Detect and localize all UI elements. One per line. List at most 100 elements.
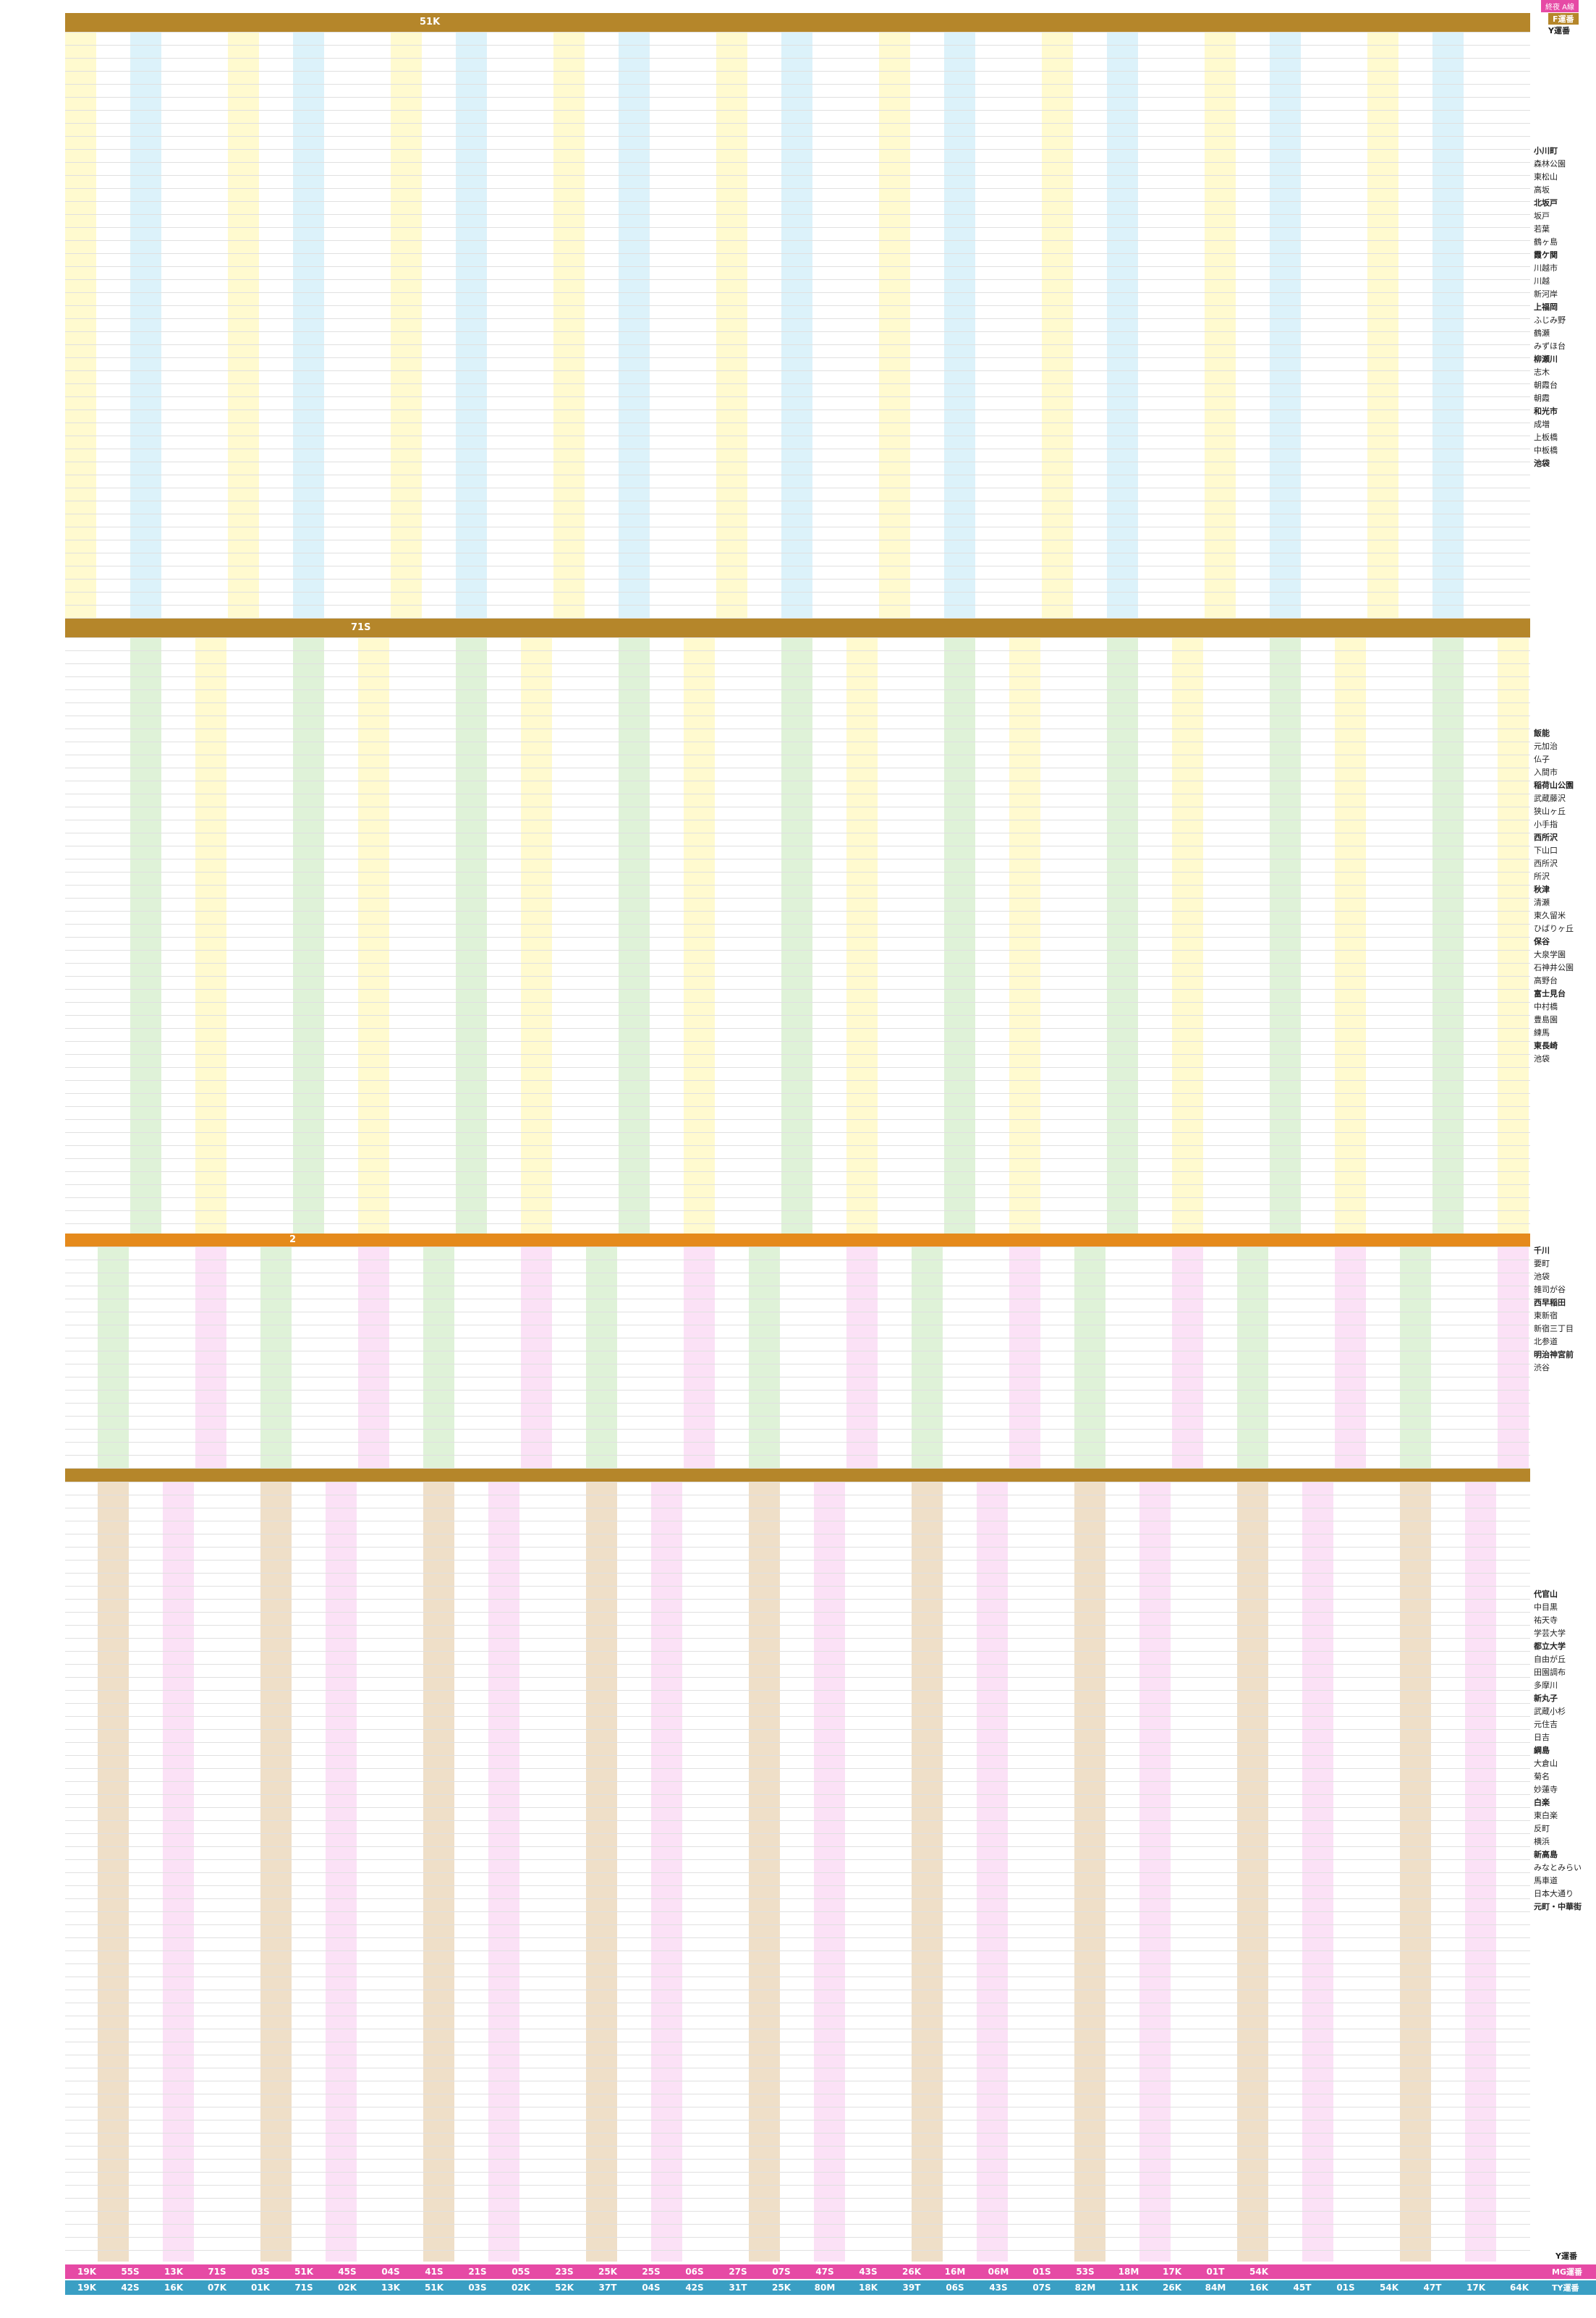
- footer-tag: 42S: [685, 2283, 704, 2293]
- row-divider: [65, 71, 1530, 72]
- row-divider: [65, 240, 1530, 241]
- station-name: 大泉学園: [1534, 950, 1566, 959]
- train-column-highlight: [521, 637, 552, 1234]
- station-name: 自由が丘: [1534, 1655, 1566, 1664]
- station-name: 坂戸: [1534, 211, 1550, 221]
- row-divider: [65, 1468, 1530, 1469]
- train-column-highlight: [358, 637, 389, 1234]
- station-name: ひばりヶ丘: [1534, 924, 1574, 933]
- station-name: 清瀬: [1534, 898, 1550, 907]
- footer-right-bottom2: TY運番: [1552, 2283, 1579, 2293]
- row-divider: [65, 963, 1530, 964]
- row-divider: [65, 1586, 1530, 1587]
- row-divider: [65, 976, 1530, 977]
- row-divider: [65, 266, 1530, 267]
- row-divider: [65, 2250, 1530, 2251]
- row-divider: [65, 872, 1530, 873]
- train-column-highlight: [1335, 1247, 1366, 1469]
- row-divider: [65, 357, 1530, 358]
- footer-tag: 27S: [729, 2267, 747, 2277]
- row-divider: [65, 1625, 1530, 1626]
- row-divider: [65, 989, 1530, 990]
- train-column-highlight: [195, 637, 226, 1234]
- train-column-highlight: [293, 32, 324, 619]
- station-name: 川越: [1534, 276, 1550, 286]
- train-column-highlight: [1139, 1482, 1171, 2262]
- station-name: 東白楽: [1534, 1811, 1558, 1820]
- footer-tag: 19K: [77, 2267, 96, 2277]
- footer-tag: 16M: [944, 2267, 966, 2277]
- station-name: 所沢: [1534, 872, 1550, 881]
- train-column-highlight: [65, 32, 96, 619]
- row-divider: [65, 1171, 1530, 1172]
- row-divider: [65, 318, 1530, 319]
- footer-tag: 25S: [642, 2267, 661, 2277]
- footer-tag: 01S: [1032, 2267, 1051, 2277]
- station-name: 中板橋: [1534, 446, 1558, 455]
- row-divider: [65, 409, 1530, 410]
- train-column-highlight: [977, 1482, 1008, 2262]
- train-column-highlight: [1367, 32, 1398, 619]
- row-divider: [65, 1560, 1530, 1561]
- row-divider: [65, 2172, 1530, 2173]
- footer-tag: 54K: [1380, 2283, 1398, 2293]
- train-column-highlight: [1400, 1247, 1431, 1469]
- footer-tag: 23S: [555, 2267, 574, 2277]
- footer-tag: 43S: [859, 2267, 878, 2277]
- section-band-1: 51K: [65, 13, 1530, 32]
- train-column-highlight: [814, 1482, 845, 2262]
- row-divider: [65, 1158, 1530, 1159]
- row-divider: [65, 1859, 1530, 1860]
- row-divider: [65, 1820, 1530, 1821]
- row-divider: [65, 663, 1530, 664]
- station-name: 千川: [1534, 1246, 1550, 1255]
- station-name: 馬車道: [1534, 1876, 1558, 1885]
- row-divider: [65, 1106, 1530, 1107]
- train-column-highlight: [1009, 637, 1040, 1234]
- footer-tag: 52K: [555, 2283, 574, 2293]
- row-divider: [65, 1093, 1530, 1094]
- row-divider: [65, 1807, 1530, 1808]
- row-divider: [65, 305, 1530, 306]
- band-label-2: 71S: [351, 622, 371, 633]
- train-column-highlight: [586, 1247, 617, 1469]
- station-name: 上福岡: [1534, 302, 1558, 312]
- footer-tag: 19K: [77, 2283, 96, 2293]
- row-divider: [65, 1028, 1530, 1029]
- station-name: 東久留米: [1534, 911, 1566, 920]
- train-column-highlight: [879, 32, 910, 619]
- row-divider: [65, 1950, 1530, 1951]
- station-name: 元町・中華街: [1534, 1902, 1582, 1911]
- footer-tag: 18M: [1118, 2267, 1139, 2277]
- train-column-highlight: [651, 1482, 682, 2262]
- station-list-3: 千川 要町 池袋 雑司が谷 西早稲田 東新宿 新宿三丁目 北参道 明治神宮前 渋谷: [1534, 1244, 1596, 1375]
- train-column-highlight: [781, 637, 812, 1234]
- row-divider: [65, 676, 1530, 677]
- station-name: 入間市: [1534, 768, 1558, 777]
- train-column-highlight: [1237, 1247, 1268, 1469]
- train-column-highlight: [130, 637, 161, 1234]
- station-name: 中村橋: [1534, 1002, 1558, 1011]
- row-divider: [65, 1067, 1530, 1068]
- footer-tag: 06S: [946, 2283, 964, 2293]
- train-column-highlight: [619, 637, 650, 1234]
- footer-tag: 16K: [164, 2283, 183, 2293]
- station-name: 多摩川: [1534, 1681, 1558, 1690]
- train-column-highlight: [456, 637, 487, 1234]
- row-divider: [65, 2211, 1530, 2212]
- footer-tag: 37T: [598, 2283, 617, 2293]
- row-divider: [65, 1677, 1530, 1678]
- train-column-highlight: [944, 32, 975, 619]
- station-name: 武蔵小杉: [1534, 1707, 1566, 1716]
- train-column-highlight: [553, 32, 585, 619]
- train-column-highlight: [1009, 1247, 1040, 1469]
- train-column-highlight: [684, 1247, 715, 1469]
- row-divider: [65, 227, 1530, 228]
- footer-tag: 18K: [859, 2283, 878, 2293]
- station-name: 新丸子: [1534, 1694, 1558, 1703]
- station-name: 日本大通り: [1534, 1889, 1574, 1898]
- footer-tag: 13K: [381, 2283, 400, 2293]
- station-name: 和光市: [1534, 407, 1558, 416]
- footer-tag: 42S: [121, 2283, 140, 2293]
- row-divider: [65, 344, 1530, 345]
